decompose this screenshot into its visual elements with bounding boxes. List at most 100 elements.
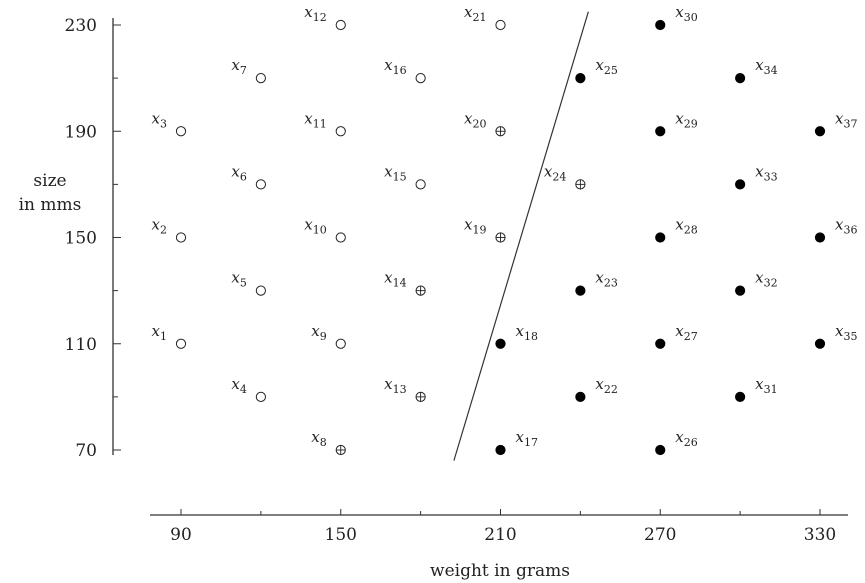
y-tick-label: 70	[75, 441, 97, 461]
filled-circle-marker	[655, 126, 666, 137]
y-axis-label-line-2: in mms	[19, 195, 82, 215]
data-point: x14	[384, 269, 426, 296]
data-point: x34	[735, 56, 778, 84]
point-label-letter: x	[595, 56, 604, 74]
data-point: x28	[655, 216, 698, 243]
point-label-subscript: 24	[552, 170, 566, 183]
x-tick-label: 90	[170, 525, 192, 545]
point-label-subscript: 8	[320, 436, 327, 449]
point-label-letter: x	[464, 3, 473, 21]
open-circle-marker	[255, 73, 266, 84]
point-label-subscript: 23	[604, 277, 618, 290]
y-tick-label: 230	[65, 16, 97, 36]
point-label-letter: x	[384, 56, 393, 74]
point-label-letter: x	[835, 322, 844, 340]
point-label-letter: x	[675, 216, 684, 234]
point-label-letter: x	[516, 428, 525, 446]
axes	[112, 18, 848, 516]
point-label-letter: x	[595, 375, 604, 393]
y-tick-group: 70 110 150 190 230	[65, 16, 121, 461]
data-point: x10	[304, 216, 346, 243]
open-circle-marker	[175, 232, 187, 243]
point-label: x24	[544, 162, 566, 183]
point-label-subscript: 34	[764, 64, 778, 77]
point-label: x26	[675, 428, 697, 449]
point-label-letter: x	[516, 322, 525, 340]
filled-circle-marker	[655, 338, 666, 349]
open-circle-marker	[335, 19, 346, 31]
point-label-subscript: 17	[524, 436, 538, 449]
point-label-subscript: 25	[604, 64, 618, 77]
point-label-subscript: 27	[684, 330, 698, 343]
open-circle-marker	[335, 232, 346, 243]
data-point: x23	[575, 269, 618, 296]
data-point: x20	[464, 109, 506, 137]
point-label: x13	[384, 375, 406, 396]
point-label-subscript: 30	[684, 11, 698, 24]
point-label-letter: x	[152, 109, 161, 127]
open-circle-marker	[255, 391, 266, 402]
data-point: x13	[384, 375, 426, 402]
point-label: x11	[304, 109, 326, 130]
point-label: x22	[595, 375, 617, 396]
filled-circle-marker	[575, 285, 586, 296]
point-label-subscript: 4	[240, 383, 247, 396]
point-label-subscript: 10	[313, 224, 327, 237]
point-label: x31	[755, 375, 777, 396]
point-label-subscript: 31	[764, 383, 778, 396]
data-point: x33	[735, 162, 778, 190]
y-tick-label: 190	[65, 122, 97, 142]
point-label-subscript: 6	[240, 170, 247, 183]
point-label-letter: x	[304, 3, 313, 21]
point-label-letter: x	[464, 216, 473, 234]
filled-circle-marker	[814, 338, 826, 349]
data-point: x4	[231, 375, 266, 402]
open-circle-marker	[415, 179, 426, 190]
point-label-letter: x	[311, 428, 320, 446]
data-point: x16	[384, 56, 426, 84]
point-label: x19	[464, 216, 486, 237]
filled-circle-marker	[575, 391, 586, 402]
filled-circle-marker	[735, 179, 746, 190]
point-label-subscript: 16	[393, 64, 407, 77]
points-group: x1x2x3x4x5x6x7x8x9x10x11x12x13x14x15x16x…	[152, 3, 857, 456]
point-label: x27	[675, 322, 697, 343]
decision-boundary-line	[453, 11, 589, 461]
data-point: x19	[464, 216, 506, 243]
point-label-letter: x	[675, 428, 684, 446]
point-label: x12	[304, 3, 326, 24]
filled-circle-marker	[495, 338, 506, 349]
point-label: x6	[231, 162, 246, 183]
point-label: x5	[231, 269, 246, 290]
point-label-subscript: 15	[393, 170, 407, 183]
filled-circle-marker	[655, 444, 666, 456]
data-point: x37	[814, 109, 857, 137]
point-label: x37	[835, 109, 857, 130]
point-label: x16	[384, 56, 406, 77]
point-label-letter: x	[152, 216, 161, 234]
data-point: x6	[231, 162, 266, 190]
point-label-subscript: 21	[473, 11, 487, 24]
point-label-letter: x	[755, 375, 764, 393]
data-point: x1	[152, 322, 187, 349]
filled-circle-marker	[495, 444, 506, 456]
point-label-subscript: 35	[843, 330, 857, 343]
point-label-subscript: 12	[313, 11, 327, 24]
point-label-letter: x	[755, 56, 764, 74]
point-label: x32	[755, 269, 777, 290]
point-label-letter: x	[231, 162, 240, 180]
point-label-letter: x	[231, 375, 240, 393]
point-label-subscript: 7	[240, 64, 247, 77]
data-point: x11	[304, 109, 346, 137]
point-label-subscript: 22	[604, 383, 618, 396]
point-label-letter: x	[755, 269, 764, 287]
point-label: x18	[516, 322, 538, 343]
point-label-subscript: 33	[764, 170, 778, 183]
open-circle-marker	[495, 19, 506, 31]
x-axis-label: weight in grams	[430, 561, 570, 581]
x-tick-group: 90 150 210 270 330	[170, 509, 836, 545]
point-label: x4	[231, 375, 246, 396]
open-circle-marker	[415, 73, 426, 84]
point-label: x9	[311, 322, 326, 343]
y-tick-label: 110	[65, 335, 97, 355]
